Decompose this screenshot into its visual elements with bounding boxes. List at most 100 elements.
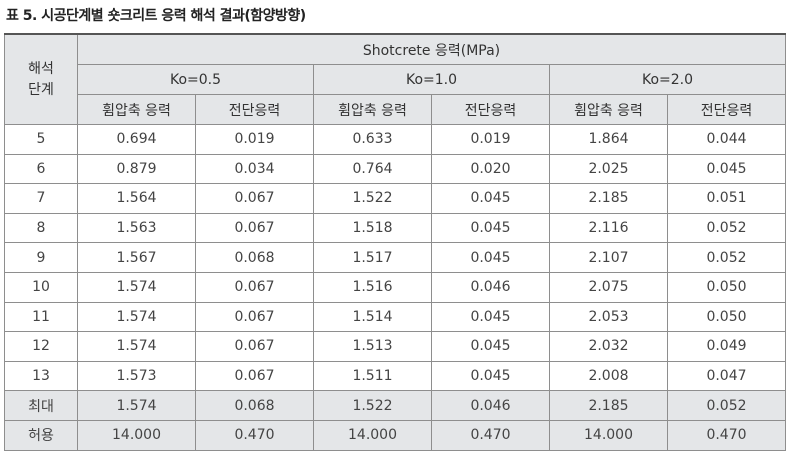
value-cell: 0.046 bbox=[431, 271, 550, 303]
value-cell: 0.020 bbox=[431, 153, 550, 185]
ko-0.5-header: Ko=0.5 bbox=[77, 64, 314, 95]
table-row: 11 1.574 0.067 1.514 0.045 2.053 0.050 bbox=[4, 301, 787, 333]
value-cell: 0.052 bbox=[666, 390, 787, 421]
stage-cell: 9 bbox=[4, 242, 78, 273]
value-cell: 0.045 bbox=[431, 242, 550, 273]
value-cell: 1.864 bbox=[549, 124, 668, 155]
value-cell: 0.044 bbox=[666, 124, 787, 155]
value-cell: 0.067 bbox=[195, 360, 314, 392]
value-cell: 0.045 bbox=[666, 153, 787, 185]
value-cell: 0.047 bbox=[666, 360, 787, 392]
value-cell: 1.513 bbox=[313, 331, 432, 362]
table-row: 8 1.563 0.067 1.518 0.045 2.116 0.052 bbox=[4, 212, 787, 244]
subheader-compression: 휨압축 응력 bbox=[549, 94, 668, 125]
stress-results-table: 해석 단계 Shotcrete 응력(MPa) Ko=0.5 Ko=1.0 Ko… bbox=[4, 33, 787, 451]
table-row: 13 1.573 0.067 1.511 0.045 2.008 0.047 bbox=[4, 360, 787, 392]
stage-cell: 10 bbox=[4, 271, 78, 303]
value-cell: 1.517 bbox=[313, 242, 432, 273]
value-cell: 2.185 bbox=[549, 390, 668, 421]
value-cell: 0.049 bbox=[666, 331, 787, 362]
value-cell: 1.511 bbox=[313, 360, 432, 392]
stage-header: 해석 단계 bbox=[4, 33, 78, 125]
value-cell: 0.067 bbox=[195, 271, 314, 303]
value-cell: 1.574 bbox=[77, 331, 196, 362]
value-cell: 1.518 bbox=[313, 212, 432, 244]
value-cell: 0.633 bbox=[313, 124, 432, 155]
ko-1.0-header: Ko=1.0 bbox=[313, 64, 550, 95]
value-cell: 0.019 bbox=[431, 124, 550, 155]
value-cell: 1.522 bbox=[313, 390, 432, 421]
value-cell: 0.067 bbox=[195, 301, 314, 333]
value-cell: 1.514 bbox=[313, 301, 432, 333]
value-cell: 0.068 bbox=[195, 242, 314, 273]
value-cell: 0.068 bbox=[195, 390, 314, 421]
value-cell: 1.573 bbox=[77, 360, 196, 392]
table-row: 5 0.694 0.019 0.633 0.019 1.864 0.044 bbox=[4, 124, 787, 155]
stage-cell: 허용 bbox=[4, 419, 78, 451]
summary-row: 최대 1.574 0.068 1.522 0.046 2.185 0.052 bbox=[4, 390, 787, 421]
stage-cell: 12 bbox=[4, 331, 78, 362]
value-cell: 2.008 bbox=[549, 360, 668, 392]
value-cell: 0.470 bbox=[195, 419, 314, 451]
stage-cell: 7 bbox=[4, 183, 78, 214]
value-cell: 0.051 bbox=[666, 183, 787, 214]
value-cell: 0.045 bbox=[431, 183, 550, 214]
value-cell: 1.564 bbox=[77, 183, 196, 214]
value-cell: 1.574 bbox=[77, 301, 196, 333]
summary-row: 허용 14.000 0.470 14.000 0.470 14.000 0.470 bbox=[4, 419, 787, 451]
value-cell: 0.019 bbox=[195, 124, 314, 155]
stage-cell: 6 bbox=[4, 153, 78, 185]
value-cell: 0.050 bbox=[666, 301, 787, 333]
value-cell: 14.000 bbox=[549, 419, 668, 451]
table-body: 5 0.694 0.019 0.633 0.019 1.864 0.044 6 0.879 0.0… bbox=[4, 124, 787, 451]
value-cell: 0.045 bbox=[431, 212, 550, 244]
stage-header-line2: 단계 bbox=[28, 81, 54, 98]
table-row: 10 1.574 0.067 1.516 0.046 2.075 0.050 bbox=[4, 271, 787, 303]
value-cell: 0.470 bbox=[666, 419, 787, 451]
value-cell: 0.052 bbox=[666, 242, 787, 273]
value-cell: 0.052 bbox=[666, 212, 787, 244]
value-cell: 0.045 bbox=[431, 331, 550, 362]
value-cell: 1.563 bbox=[77, 212, 196, 244]
value-cell: 2.032 bbox=[549, 331, 668, 362]
table-container: 해석 단계 Shotcrete 응력(MPa) Ko=0.5 Ko=1.0 Ko… bbox=[4, 33, 787, 451]
value-cell: 1.516 bbox=[313, 271, 432, 303]
value-cell: 0.034 bbox=[195, 153, 314, 185]
value-cell: 0.050 bbox=[666, 271, 787, 303]
value-cell: 0.045 bbox=[431, 301, 550, 333]
table-row: 9 1.567 0.068 1.517 0.045 2.107 0.052 bbox=[4, 242, 787, 273]
table-header: 해석 단계 Shotcrete 응력(MPa) Ko=0.5 Ko=1.0 Ko… bbox=[4, 33, 787, 125]
value-cell: 2.025 bbox=[549, 153, 668, 185]
value-cell: 2.053 bbox=[549, 301, 668, 333]
value-cell: 2.075 bbox=[549, 271, 668, 303]
stage-cell: 13 bbox=[4, 360, 78, 392]
value-cell: 0.694 bbox=[77, 124, 196, 155]
value-cell: 2.107 bbox=[549, 242, 668, 273]
value-cell: 0.879 bbox=[77, 153, 196, 185]
value-cell: 1.567 bbox=[77, 242, 196, 273]
stage-cell: 5 bbox=[4, 124, 78, 155]
table-row: 7 1.564 0.067 1.522 0.045 2.185 0.051 bbox=[4, 183, 787, 214]
stage-cell: 8 bbox=[4, 212, 78, 244]
value-cell: 0.067 bbox=[195, 183, 314, 214]
stage-header-line1: 해석 bbox=[28, 60, 54, 77]
value-cell: 0.470 bbox=[431, 419, 550, 451]
table-caption: 표 5. 시공단계별 숏크리트 응력 해석 결과(함양방향) bbox=[6, 8, 306, 24]
stage-cell: 11 bbox=[4, 301, 78, 333]
value-cell: 1.522 bbox=[313, 183, 432, 214]
value-cell: 2.116 bbox=[549, 212, 668, 244]
value-cell: 14.000 bbox=[313, 419, 432, 451]
subheader-compression: 휨압축 응력 bbox=[313, 94, 432, 125]
value-cell: 14.000 bbox=[77, 419, 196, 451]
value-cell: 1.574 bbox=[77, 390, 196, 421]
value-cell: 0.067 bbox=[195, 212, 314, 244]
value-cell: 0.764 bbox=[313, 153, 432, 185]
value-cell: 0.067 bbox=[195, 331, 314, 362]
value-cell: 0.046 bbox=[431, 390, 550, 421]
ko-2.0-header: Ko=2.0 bbox=[548, 64, 787, 95]
value-cell: 2.185 bbox=[549, 183, 668, 214]
table-row: 12 1.574 0.067 1.513 0.045 2.032 0.049 bbox=[4, 331, 787, 362]
subheader-compression: 휨압축 응력 bbox=[77, 94, 196, 125]
subheader-shear: 전단응력 bbox=[666, 94, 787, 125]
stage-cell: 최대 bbox=[4, 390, 78, 421]
